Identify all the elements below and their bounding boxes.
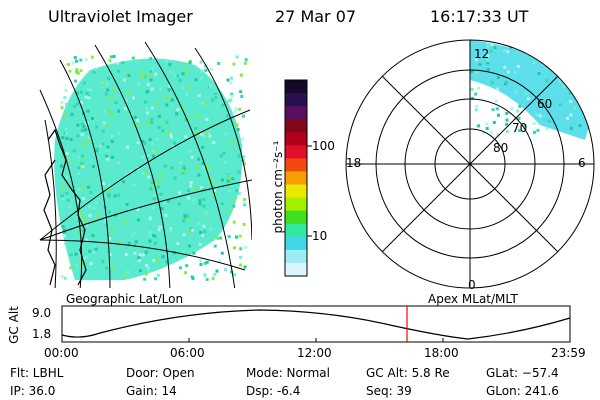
altitude-plot [61, 305, 571, 343]
mlt-label-12: 12 [474, 47, 490, 61]
colorbar-band [285, 106, 307, 120]
mlt-label-18: 18 [346, 156, 362, 170]
colorbar-band [285, 132, 307, 146]
colorbar [284, 79, 312, 277]
earth-disk [54, 58, 243, 280]
altitude-ylabel: GC Alt [7, 306, 21, 344]
colorbar-label: photon cm⁻²s⁻¹ [271, 140, 285, 234]
time-tick-0600: 06:00 [170, 346, 205, 360]
mlt-label-6: 6 [578, 156, 586, 170]
colorbar-band [285, 262, 307, 277]
mlat-label-70: 70 [512, 121, 528, 135]
status-ip: IP: 36.0 [10, 384, 56, 398]
colorbar-tick-100: 100 [312, 139, 335, 153]
colorbar-band [285, 93, 307, 107]
polar-aurora [470, 40, 594, 140]
colorbar-band [285, 184, 307, 199]
time-ticks [61, 338, 571, 342]
lat-lon-grid [39, 41, 252, 288]
time-label: 16:17:33 UT [430, 7, 529, 26]
colorbar-band [285, 80, 307, 94]
altitude-curve [61, 309, 571, 340]
status-dsp: Dsp: -6.4 [246, 384, 301, 398]
status-glat: GLat: −57.4 [486, 366, 559, 380]
polar-panel-label: Apex MLat/MLT [428, 292, 518, 306]
time-tick-0000: 00:00 [44, 346, 79, 360]
status-mode: Mode: Normal [246, 366, 330, 380]
time-tick-1200: 12:00 [297, 346, 332, 360]
status-filter: Flt: LBHL [10, 366, 64, 380]
colorbar-band [285, 171, 307, 186]
mlat-label-80: 80 [493, 141, 509, 155]
time-tick-1800: 18:00 [424, 346, 459, 360]
date-label: 27 Mar 07 [275, 7, 357, 26]
status-glon: GLon: 241.6 [486, 384, 559, 398]
aurora-speckle [60, 55, 248, 281]
colorbar-tick-10: 10 [312, 229, 328, 243]
geographic-panel-label: Geographic Lat/Lon [66, 292, 184, 306]
time-tick-2359: 23:59 [551, 346, 586, 360]
polar-plot [345, 39, 595, 289]
colorbar-band [285, 236, 307, 251]
colorbar-band [285, 158, 307, 172]
colorbar-band [285, 119, 307, 133]
colorbar-band [285, 197, 307, 212]
mlat-label-60: 60 [537, 97, 553, 111]
coastline [43, 128, 87, 286]
colorbar-band [285, 223, 307, 238]
geographic-map [39, 41, 252, 288]
status-gc-alt: GC Alt: 5.8 Re [366, 366, 450, 380]
status-door: Door: Open [126, 366, 195, 380]
colorbar-band [285, 210, 307, 225]
instrument-title: Ultraviolet Imager [48, 7, 193, 26]
altitude-tick-1-8: 1.8 [32, 327, 52, 341]
colorbar-band [285, 249, 307, 264]
status-seq: Seq: 39 [366, 384, 412, 398]
altitude-tick-9: 9.0 [32, 306, 52, 320]
status-gain: Gain: 14 [126, 384, 177, 398]
mlt-label-0: 0 [468, 278, 476, 292]
colorbar-band [285, 145, 307, 159]
